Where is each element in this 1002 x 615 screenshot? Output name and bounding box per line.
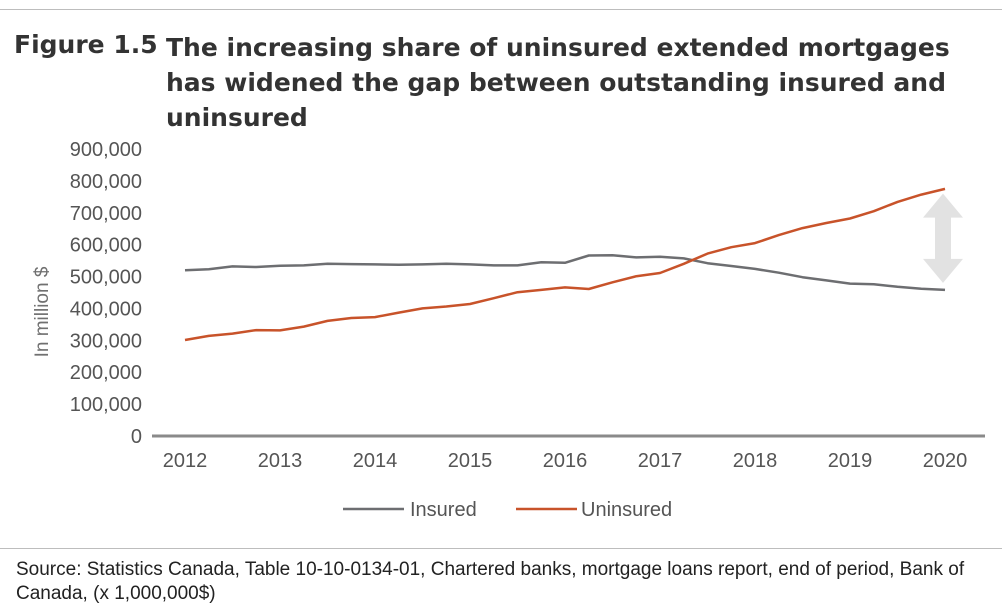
gap-arrow-shape <box>923 193 963 283</box>
source-note: Source: Statistics Canada, Table 10-10-0… <box>16 559 965 604</box>
bottom-rule <box>0 548 1002 549</box>
x-tick-label: 2019 <box>828 450 873 472</box>
legend: Insured Uninsured <box>343 499 672 521</box>
x-tick-label: 2018 <box>733 450 778 472</box>
x-tick-label: 2017 <box>638 450 683 472</box>
series-line-uninsured <box>184 187 946 342</box>
x-tick-label: 2015 <box>448 450 493 472</box>
figure-title: The increasing share of uninsured extend… <box>166 33 950 132</box>
x-tick-label: 2013 <box>258 450 303 472</box>
legend-label-uninsured: Uninsured <box>581 499 672 521</box>
y-tick-label: 500,000 <box>70 267 142 289</box>
legend-label-insured: Insured <box>410 499 477 521</box>
y-tick-label: 700,000 <box>70 203 142 225</box>
x-tick-label: 2014 <box>353 450 398 472</box>
y-tick-label: 0 <box>131 426 142 448</box>
x-tick-label: 2020 <box>923 450 968 472</box>
x-axis-ticks: 2012 2013 2014 2015 2016 2017 2018 2019 2020 <box>163 450 968 472</box>
line-chart: 0 100,000 200,000 300,000 400,000 500,000 600,… <box>32 139 985 521</box>
x-tick-label: 2016 <box>543 450 588 472</box>
y-tick-label: 800,000 <box>70 171 142 193</box>
y-tick-label: 900,000 <box>70 139 142 161</box>
y-tick-label: 400,000 <box>70 298 142 320</box>
y-tick-label: 300,000 <box>70 330 142 352</box>
series-line-insured <box>184 253 946 292</box>
y-axis-label: In million $ <box>32 266 53 357</box>
y-tick-label: 200,000 <box>70 362 142 384</box>
y-axis-ticks: 0 100,000 200,000 300,000 400,000 500,000 600,… <box>70 139 142 448</box>
y-tick-label: 600,000 <box>70 235 142 257</box>
y-tick-label: 100,000 <box>70 394 142 416</box>
x-tick-label: 2012 <box>163 450 208 472</box>
figure-label: Figure 1.5 <box>14 30 158 59</box>
gap-arrow-icon <box>923 193 963 283</box>
top-rule <box>0 9 1002 10</box>
